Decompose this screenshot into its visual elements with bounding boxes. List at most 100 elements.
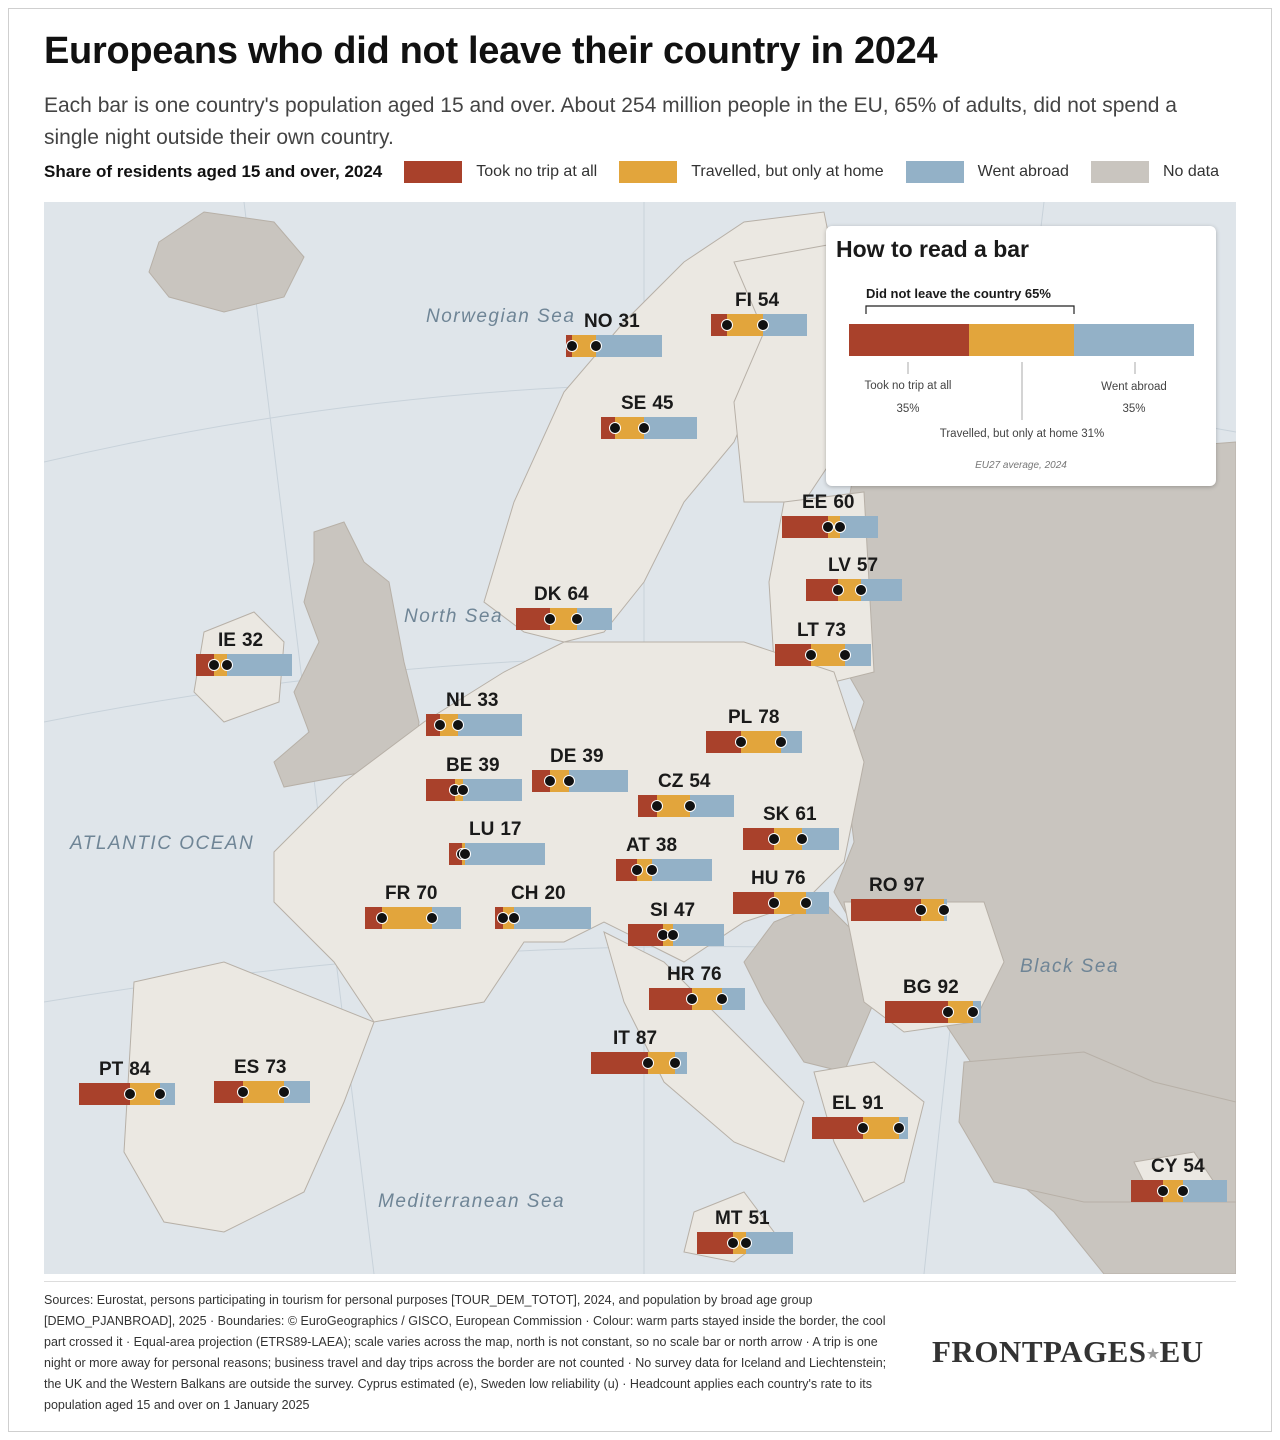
seg-abroad xyxy=(226,654,292,676)
legend-label-no-data: No data xyxy=(1162,163,1219,180)
dot-not-left xyxy=(589,340,602,352)
country-label-ee: EE 60 xyxy=(802,492,855,514)
seg-domestic xyxy=(727,314,763,336)
legend-item-abroad: Went abroad xyxy=(905,161,1069,183)
country-label-cz: CZ 54 xyxy=(658,771,710,793)
dot-not-left xyxy=(278,1086,291,1098)
seg-abroad xyxy=(465,843,545,865)
how-to-read-panel: How to read a bar Did not leave the coun… xyxy=(826,226,1216,486)
country-label-no: NO 31 xyxy=(584,311,640,333)
country-not-left-value: 76 xyxy=(700,964,722,985)
country-code: HU xyxy=(751,868,779,889)
seg-domestic xyxy=(647,1052,675,1074)
country-label-se: SE 45 xyxy=(621,393,674,415)
dot-no-trip xyxy=(543,613,556,625)
bar-track xyxy=(775,644,871,666)
seg-abroad xyxy=(1182,1180,1227,1202)
seg-abroad xyxy=(745,1232,793,1254)
country-code: NL xyxy=(446,690,472,711)
dot-no-trip xyxy=(734,736,747,748)
country-label-at: AT 38 xyxy=(626,835,677,857)
country-label-ch: CH 20 xyxy=(511,883,566,905)
country-label-pl: PL 78 xyxy=(728,707,779,729)
sea-north: North Sea xyxy=(404,606,504,627)
dot-not-left xyxy=(508,912,521,924)
seg-abroad xyxy=(569,770,628,792)
seg-domestic xyxy=(862,1117,900,1139)
sea-mediterranean: Mediterranean Sea xyxy=(378,1191,566,1212)
sea-black: Black Sea xyxy=(1020,956,1120,977)
howto-seg-abroad xyxy=(1074,324,1194,356)
bar-track xyxy=(706,731,802,753)
country-not-left-value: 54 xyxy=(1183,1156,1205,1177)
country-code: BG xyxy=(903,977,932,998)
country-code: EL xyxy=(832,1093,857,1114)
country-label-fr: FR 70 xyxy=(385,883,437,905)
howto-seg-no-trip xyxy=(849,324,969,356)
land-great-britain xyxy=(273,521,420,788)
country-code: DK xyxy=(534,584,562,605)
dot-no-trip xyxy=(686,993,699,1005)
seg-abroad xyxy=(805,892,829,914)
howto-note: EU27 average, 2024 xyxy=(975,460,1067,471)
dot-no-trip xyxy=(434,719,447,731)
dot-not-left xyxy=(153,1088,166,1100)
dot-no-trip xyxy=(915,904,928,916)
country-label-de: DE 39 xyxy=(550,746,604,768)
country-code: BE xyxy=(446,755,473,776)
bar-track xyxy=(601,417,697,439)
seg-abroad xyxy=(721,988,745,1010)
seg-domestic xyxy=(1162,1180,1183,1202)
seg-abroad xyxy=(644,417,697,439)
seg-domestic xyxy=(242,1081,285,1103)
dot-no-trip xyxy=(631,864,644,876)
seg-no-trip xyxy=(885,1001,949,1023)
seg-domestic xyxy=(837,579,861,601)
seg-no-trip xyxy=(616,859,638,881)
country-not-left-value: 61 xyxy=(795,804,817,825)
dot-not-left xyxy=(799,897,812,909)
dot-not-left xyxy=(220,659,233,671)
country-label-bg: BG 92 xyxy=(903,977,959,999)
bar-track xyxy=(79,1083,175,1105)
dot-not-left xyxy=(833,521,846,533)
howto-bracket-label: Did not leave the country 65% xyxy=(866,286,1051,301)
dot-no-trip xyxy=(804,649,817,661)
dot-no-trip xyxy=(1156,1185,1169,1197)
seg-domestic xyxy=(810,644,846,666)
seg-no-trip xyxy=(591,1052,648,1074)
country-not-left-value: 64 xyxy=(567,584,589,605)
dot-no-trip xyxy=(822,521,835,533)
seg-no-trip xyxy=(79,1083,130,1105)
bar-track xyxy=(214,1081,310,1103)
country-code: SI xyxy=(650,900,668,921)
legend-item-no-data: No data xyxy=(1090,161,1219,183)
country-label-lu: LU 17 xyxy=(469,819,521,841)
country-not-left-value: 39 xyxy=(478,755,500,776)
seg-domestic xyxy=(571,335,596,357)
country-code: FR xyxy=(385,883,411,904)
seg-domestic xyxy=(657,795,690,817)
seg-abroad xyxy=(762,314,807,336)
country-not-left-value: 91 xyxy=(862,1093,884,1114)
dot-not-left xyxy=(563,775,576,787)
seg-no-trip xyxy=(706,731,741,753)
country-code: AT xyxy=(626,835,650,856)
country-not-left-value: 84 xyxy=(129,1059,151,1080)
howto-abroad-label: Went abroad xyxy=(1101,381,1167,393)
seg-abroad xyxy=(514,907,591,929)
seg-domestic xyxy=(774,892,806,914)
country-code: LV xyxy=(828,555,851,576)
dot-not-left xyxy=(426,912,439,924)
dot-no-trip xyxy=(856,1122,869,1134)
bar-track xyxy=(806,579,902,601)
page-subtitle: Each bar is one country's population age… xyxy=(44,94,1177,149)
dot-no-trip xyxy=(831,584,844,596)
legend-swatch-no-data xyxy=(1090,161,1149,183)
legend-label-no-trip: Took no trip at all xyxy=(476,163,598,180)
seg-abroad xyxy=(673,924,724,946)
dot-no-trip xyxy=(123,1088,136,1100)
dot-no-trip xyxy=(727,1237,740,1249)
legend-item-no-trip: Took no trip at all xyxy=(404,161,597,183)
country-not-left-value: 51 xyxy=(748,1208,770,1229)
